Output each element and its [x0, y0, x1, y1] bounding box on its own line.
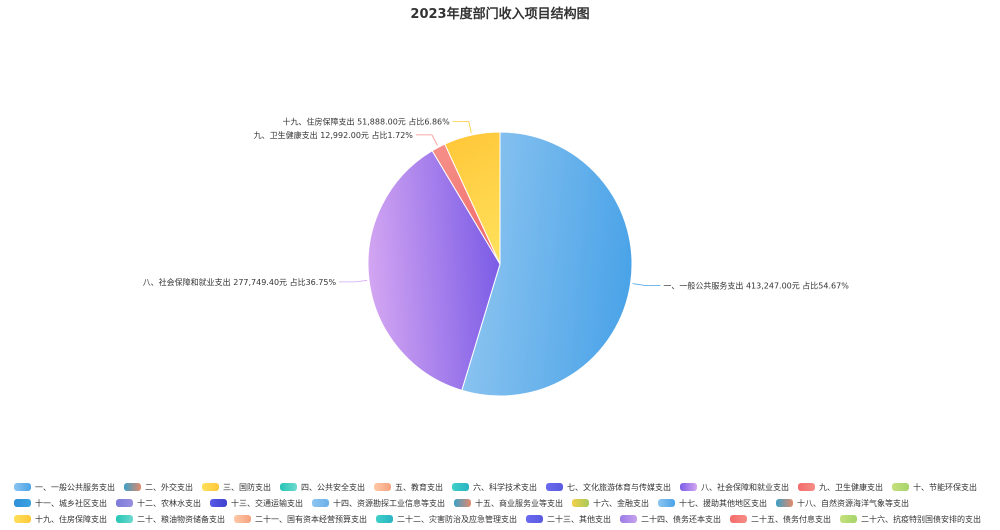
- legend-swatch: [658, 499, 675, 507]
- legend-swatch: [210, 499, 227, 507]
- legend-swatch: [376, 515, 393, 523]
- legend-label: 十三、交通运输支出: [231, 498, 303, 508]
- legend-item[interactable]: 九、卫生健康支出: [798, 481, 883, 493]
- label-leader-line: [632, 283, 661, 286]
- legend-item[interactable]: 二十五、债务付息支出: [730, 513, 831, 525]
- legend-swatch: [116, 515, 133, 523]
- legend-label: 十一、城乡社区支出: [35, 498, 107, 508]
- legend-label: 二十、粮油物资储备支出: [137, 514, 225, 524]
- legend-label: 二、外交支出: [145, 482, 193, 492]
- legend-item[interactable]: 二十一、国有资本经营预算支出: [234, 513, 367, 525]
- legend-swatch: [454, 499, 471, 507]
- legend-item[interactable]: 七、文化旅游体育与传媒支出: [546, 481, 671, 493]
- legend-item[interactable]: 十六、金融支出: [572, 497, 649, 509]
- legend-swatch: [680, 483, 697, 491]
- legend-label: 十七、援助其他地区支出: [679, 498, 767, 508]
- legend-swatch: [892, 483, 909, 491]
- legend-swatch: [572, 499, 589, 507]
- label-leader-line: [452, 120, 472, 134]
- legend-swatch: [14, 515, 31, 523]
- chart-title: 2023年度部门收入项目结构图: [410, 7, 590, 22]
- legend-label: 六、科学技术支出: [473, 482, 537, 492]
- legend-label: 十四、资源勘探工业信息等支出: [333, 498, 445, 508]
- legend-label: 十六、金融支出: [593, 498, 649, 508]
- label-leader-line: [415, 134, 438, 146]
- legend-swatch: [452, 483, 469, 491]
- legend-item[interactable]: 十七、援助其他地区支出: [658, 497, 767, 509]
- legend-label: 四、公共安全支出: [301, 482, 365, 492]
- legend-swatch: [730, 515, 747, 523]
- legend-item[interactable]: 二十六、抗疫特别国债安排的支出: [840, 513, 981, 525]
- legend-label: 五、教育支出: [395, 482, 443, 492]
- legend-label: 二十三、其他支出: [547, 514, 611, 524]
- legend-swatch: [14, 483, 31, 491]
- legend-item[interactable]: 十三、交通运输支出: [210, 497, 303, 509]
- slice-label: 十九、住房保障支出 51,888.00元 占比6.86%: [283, 116, 451, 126]
- legend-swatch: [840, 515, 857, 523]
- legend-label: 二十一、国有资本经营预算支出: [255, 514, 367, 524]
- legend-item[interactable]: 二十三、其他支出: [526, 513, 611, 525]
- legend-label: 二十二、灾害防治及应急管理支出: [397, 514, 517, 524]
- pie-slice[interactable]: [461, 131, 633, 397]
- legend-label: 三、国防支出: [223, 482, 271, 492]
- legend-label: 二十五、债务付息支出: [751, 514, 831, 524]
- legend-label: 十九、住房保障支出: [35, 514, 107, 524]
- legend-item[interactable]: 十、节能环保支出: [892, 481, 977, 493]
- slice-label: 一、一般公共服务支出 413,247.00元 占比54.67%: [663, 280, 849, 290]
- legend-label: 一、一般公共服务支出: [35, 482, 115, 492]
- legend-swatch: [546, 483, 563, 491]
- legend-item[interactable]: 六、科学技术支出: [452, 481, 537, 493]
- legend-swatch: [798, 483, 815, 491]
- legend-label: 十五、商业服务业等支出: [475, 498, 563, 508]
- pie-slice[interactable]: [444, 131, 501, 265]
- legend-label: 十二、农林水支出: [137, 498, 201, 508]
- legend-item[interactable]: 五、教育支出: [374, 481, 443, 493]
- legend-label: 十、节能环保支出: [913, 482, 977, 492]
- legend-item[interactable]: 十八、自然资源海洋气象等支出: [776, 497, 909, 509]
- legend-swatch: [202, 483, 219, 491]
- legend-label: 二十六、抗疫特别国债安排的支出: [861, 514, 981, 524]
- legend-swatch: [776, 499, 793, 507]
- legend-item[interactable]: 十五、商业服务业等支出: [454, 497, 563, 509]
- legend-swatch: [526, 515, 543, 523]
- legend-label: 九、卫生健康支出: [819, 482, 883, 492]
- legend-swatch: [116, 499, 133, 507]
- slice-label: 八、社会保障和就业支出 277,749.40元 占比36.75%: [143, 277, 337, 287]
- legend-label: 八、社会保障和就业支出: [701, 482, 789, 492]
- legend-label: 七、文化旅游体育与传媒支出: [567, 482, 671, 492]
- legend-swatch: [124, 483, 141, 491]
- legend-item[interactable]: 二、外交支出: [124, 481, 193, 493]
- legend-item[interactable]: 二十二、灾害防治及应急管理支出: [376, 513, 517, 525]
- legend-item[interactable]: 十二、农林水支出: [116, 497, 201, 509]
- legend-swatch: [234, 515, 251, 523]
- legend-label: 二十四、债务还本支出: [641, 514, 721, 524]
- legend-swatch: [14, 499, 31, 507]
- legend-item[interactable]: 二十、粮油物资储备支出: [116, 513, 225, 525]
- slice-label: 九、卫生健康支出 12,992.00元 占比1.72%: [254, 130, 414, 140]
- legend-swatch: [312, 499, 329, 507]
- pie-slice[interactable]: [367, 150, 501, 391]
- legend-item[interactable]: 十四、资源勘探工业信息等支出: [312, 497, 445, 509]
- legend-item[interactable]: 一、一般公共服务支出: [14, 481, 115, 493]
- legend-swatch: [374, 483, 391, 491]
- legend-swatch: [620, 515, 637, 523]
- label-leader-line: [339, 280, 368, 283]
- legend-item[interactable]: 二十四、债务还本支出: [620, 513, 721, 525]
- legend: 一、一般公共服务支出 二、外交支出 三、国防支出 四、公共安全支出 五、教育支出 六、科学…: [14, 481, 994, 525]
- legend-label: 十八、自然资源海洋气象等支出: [797, 498, 909, 508]
- legend-item[interactable]: 八、社会保障和就业支出: [680, 481, 789, 493]
- legend-item[interactable]: 十一、城乡社区支出: [14, 497, 107, 509]
- legend-item[interactable]: 三、国防支出: [202, 481, 271, 493]
- legend-item[interactable]: 四、公共安全支出: [280, 481, 365, 493]
- legend-item[interactable]: 十九、住房保障支出: [14, 513, 107, 525]
- legend-swatch: [280, 483, 297, 491]
